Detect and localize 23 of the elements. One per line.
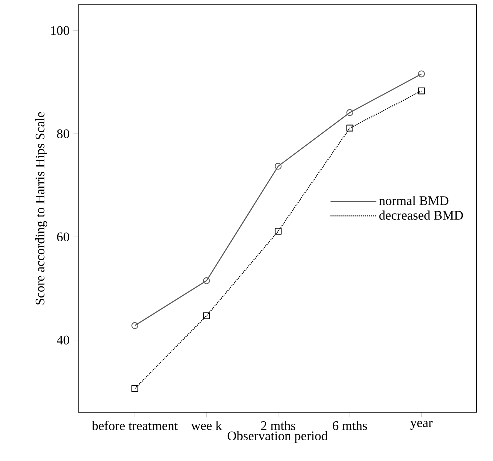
- x-tick-label: wee k: [191, 421, 222, 430]
- point: [346, 124, 354, 132]
- x-tick-label: 2 mths: [261, 421, 296, 430]
- point: [418, 88, 426, 95]
- point: [346, 110, 354, 116]
- point: [132, 322, 139, 330]
- y-axis-title: Score according to Harris Hips Scale: [35, 112, 48, 305]
- point: [203, 312, 210, 320]
- point: [274, 163, 282, 170]
- point: [132, 385, 139, 392]
- y-tick-label: 40: [57, 336, 70, 345]
- x-tick-label: year: [410, 421, 433, 430]
- legend-label: normal BMD: [379, 196, 449, 206]
- point: [418, 70, 426, 78]
- legend-label: decreased BMD: [380, 210, 464, 220]
- x-tick-label: 6 mths: [333, 421, 368, 430]
- y-tick-label: 80: [57, 130, 70, 138]
- y-tick-label: 60: [57, 232, 70, 242]
- x-axis-title: Observation period: [228, 431, 328, 444]
- point: [203, 278, 210, 284]
- x-tick-label: before treatment: [92, 421, 178, 431]
- y-tick-label: 100: [51, 26, 70, 36]
- point: [274, 228, 282, 235]
